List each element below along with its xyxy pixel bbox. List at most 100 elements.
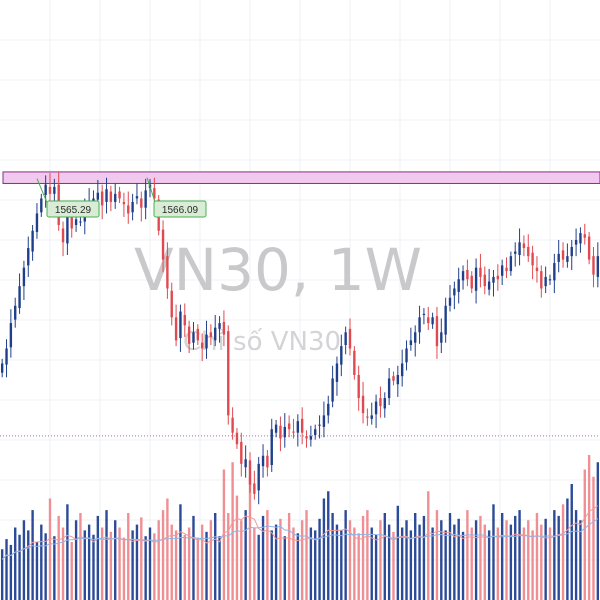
volume-bar: [540, 524, 543, 600]
volume-bar: [509, 524, 513, 600]
volume-bar: [257, 534, 260, 600]
volume-bar: [148, 527, 152, 600]
volume-bar: [140, 517, 143, 600]
volume-bar: [135, 524, 139, 600]
volume-bar: [305, 510, 308, 600]
volume-bar: [392, 531, 395, 600]
watermark-symbol: VN30, 1W: [134, 236, 422, 304]
candle-body: [200, 342, 204, 349]
volume-bar: [361, 515, 365, 600]
volume-bar: [444, 530, 447, 600]
candle-body: [327, 403, 330, 416]
candle-body: [574, 240, 578, 245]
candle-body: [414, 332, 417, 343]
volume-bar: [379, 520, 382, 600]
candle-body: [557, 253, 560, 262]
volume-bar: [179, 504, 182, 600]
volume-bar: [279, 518, 282, 600]
candle-body: [14, 305, 17, 320]
volume-bar: [187, 527, 191, 600]
candle-body: [240, 441, 243, 464]
volume-bar: [87, 524, 91, 600]
volume-bar: [70, 542, 73, 600]
candle-body: [74, 219, 78, 225]
candle-body: [227, 331, 230, 416]
candle-body: [587, 236, 591, 260]
volume-bar: [244, 510, 247, 600]
volume-bar: [253, 527, 256, 600]
volume-bar: [209, 520, 213, 600]
candle-body: [596, 256, 600, 277]
candle-body: [535, 267, 539, 272]
candle-body: [470, 275, 473, 289]
candle-body: [505, 267, 508, 272]
volume-bar: [579, 520, 582, 600]
candle-body: [214, 327, 217, 341]
volume-bar: [283, 536, 286, 600]
volume-bar: [466, 510, 469, 600]
price-label-1565-box: [46, 200, 100, 218]
volume-bar: [387, 524, 391, 600]
candle-body: [257, 463, 260, 491]
candle-body: [44, 184, 47, 195]
candle-body: [248, 460, 252, 485]
volume-bar: [461, 531, 465, 600]
candle-body: [274, 424, 278, 433]
volume-bar: [366, 510, 369, 600]
volume-bar: [109, 531, 113, 600]
candle-body: [461, 271, 465, 281]
volume-bar: [57, 515, 60, 600]
volume-bar: [205, 531, 208, 600]
candle-body: [540, 271, 543, 289]
volume-bar: [227, 513, 230, 600]
volume-bar: [344, 510, 347, 600]
candle-body: [527, 246, 530, 257]
candle-body: [61, 228, 65, 243]
volume-bar: [374, 534, 378, 600]
candle-body: [135, 196, 139, 199]
candle-body: [79, 221, 82, 223]
volume-bar: [61, 527, 65, 600]
volume-bar: [514, 515, 517, 600]
candle-body: [431, 317, 434, 325]
volume-bar: [335, 524, 339, 600]
volume-bar: [353, 527, 356, 600]
volume-bar: [453, 524, 456, 600]
volume-bar: [431, 527, 434, 600]
volume-bar: [214, 513, 217, 600]
volume-bar: [79, 513, 82, 600]
candle-body: [422, 313, 426, 315]
volume-bar: [592, 476, 595, 600]
candle-body: [353, 350, 356, 375]
volume-bar: [348, 520, 352, 600]
candle-body: [370, 415, 373, 419]
candle-body: [18, 286, 21, 309]
candle-body: [553, 263, 556, 281]
candle-body: [522, 243, 526, 249]
candle-body: [592, 256, 595, 275]
volume-bar: [544, 518, 547, 600]
candle-body: [35, 213, 39, 232]
candle-body: [118, 191, 121, 199]
candle-body: [9, 323, 13, 348]
candle-body: [144, 190, 147, 208]
candle-body: [66, 216, 69, 244]
candle-body: [218, 323, 221, 329]
candle-body: [53, 186, 56, 194]
volume-bar: [274, 524, 278, 600]
volume-bar: [74, 520, 78, 600]
volume-bar: [596, 462, 600, 600]
volume-bar: [557, 515, 560, 600]
price-label-1566[interactable]: 1566.09: [146, 177, 207, 218]
resistance-zone[interactable]: [2, 171, 600, 184]
candle-body: [374, 401, 378, 415]
volume-bar: [127, 513, 130, 600]
volume-bar: [66, 504, 69, 600]
candle-body: [409, 340, 413, 345]
volume-bar: [157, 520, 160, 600]
volume-bar: [144, 536, 147, 600]
price-label-1565[interactable]: 1565.29: [36, 178, 100, 218]
candle-body: [344, 332, 347, 345]
candle-body: [109, 191, 113, 202]
